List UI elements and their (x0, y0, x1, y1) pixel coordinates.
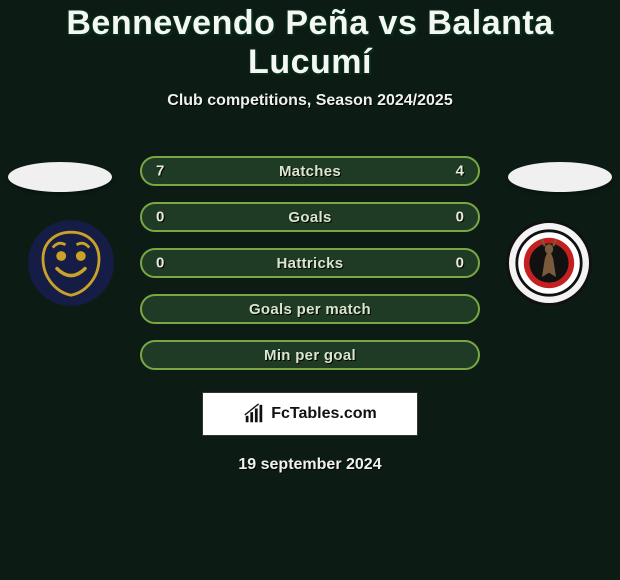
stat-label: Goals (288, 209, 331, 226)
tijuana-crest-icon (514, 228, 584, 298)
chart-icon (243, 403, 265, 425)
stat-row-goals: 0 Goals 0 (140, 202, 480, 232)
brand-text: FcTables.com (271, 405, 377, 423)
stat-left-value: 0 (156, 255, 164, 272)
stat-right-value: 4 (456, 163, 464, 180)
page-title: Bennevendo Peña vs Balanta Lucumí (0, 4, 620, 82)
club-crest-right (506, 220, 592, 306)
stat-left-value: 0 (156, 209, 164, 226)
stat-row-min-per-goal: Min per goal (140, 340, 480, 370)
stat-right-value: 0 (456, 209, 464, 226)
stat-row-matches: 7 Matches 4 (140, 156, 480, 186)
stat-row-hattricks: 0 Hattricks 0 (140, 248, 480, 278)
player-photo-left (8, 162, 112, 192)
comparison-area: 7 Matches 4 0 Goals 0 0 Hattricks 0 Goal… (0, 138, 620, 474)
stat-left-value: 7 (156, 163, 164, 180)
stat-label: Goals per match (249, 301, 371, 318)
season-subtitle: Club competitions, Season 2024/2025 (0, 92, 620, 110)
stat-rows: 7 Matches 4 0 Goals 0 0 Hattricks 0 Goal… (140, 138, 480, 370)
generated-date: 19 september 2024 (0, 456, 620, 474)
brand-badge: FcTables.com (202, 392, 418, 436)
player-photo-right (508, 162, 612, 192)
pumas-crest-icon (36, 228, 106, 298)
stat-label: Min per goal (264, 347, 356, 364)
stat-right-value: 0 (456, 255, 464, 272)
stat-label: Matches (279, 163, 341, 180)
stat-label: Hattricks (277, 255, 344, 272)
stat-row-goals-per-match: Goals per match (140, 294, 480, 324)
club-crest-left (28, 220, 114, 306)
